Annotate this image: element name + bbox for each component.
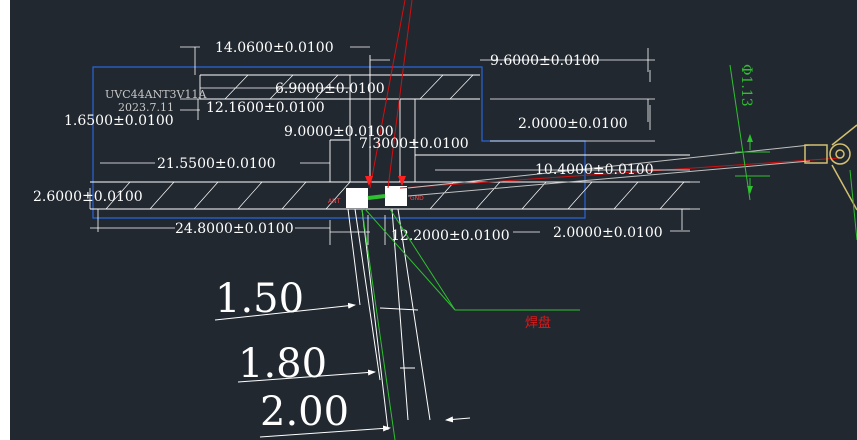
pad-label: 焊盘 bbox=[525, 315, 551, 331]
dim-10-40: 10.4000±0.0100 bbox=[535, 162, 654, 178]
dim-2-00-top: 2.0000±0.0100 bbox=[518, 116, 628, 132]
hatch-lines bbox=[105, 74, 685, 210]
dim-1-65: 1.6500±0.0100 bbox=[64, 113, 174, 129]
marker-red-2 bbox=[398, 176, 406, 186]
cad-drawing: ANT GND Φ1.13 UVC44ANT3V11A 2023.7.11 bbox=[33, 0, 857, 440]
label-ant: ANT bbox=[328, 198, 341, 205]
dim-14-06: 14.0600±0.0100 bbox=[215, 40, 334, 56]
cad-canvas[interactable]: ANT GND Φ1.13 UVC44ANT3V11A 2023.7.11 bbox=[10, 0, 857, 440]
connector-icon bbox=[804, 124, 857, 211]
label-gnd: GND bbox=[410, 195, 424, 202]
detail-1-50: 1.50 bbox=[215, 276, 304, 322]
part-number: UVC44ANT3V11A bbox=[105, 88, 207, 101]
dim-9-00: 9.0000±0.0100 bbox=[284, 124, 394, 140]
detail-green-leaders bbox=[361, 208, 580, 440]
dim-2-00-bot: 2.0000±0.0100 bbox=[553, 225, 663, 241]
connector-green-lines bbox=[729, 64, 857, 241]
dim-21-55: 21.5500±0.0100 bbox=[157, 156, 276, 172]
dim-2-60: 2.6000±0.0100 bbox=[33, 189, 143, 205]
dim-12-20: 12.2000±0.0100 bbox=[391, 228, 510, 244]
drawing-date: 2023.7.11 bbox=[118, 101, 174, 114]
dim-24-80: 24.8000±0.0100 bbox=[175, 221, 294, 237]
dimension-lines bbox=[89, 46, 700, 245]
marker-red-1 bbox=[365, 176, 373, 186]
dim-6-90: 6.9000±0.0100 bbox=[275, 81, 385, 97]
detail-2-00: 2.00 bbox=[260, 389, 349, 435]
detail-1-80: 1.80 bbox=[238, 341, 327, 387]
detail-leaders bbox=[214, 208, 471, 438]
pad-ground bbox=[385, 186, 407, 206]
dim-7-30: 7.3000±0.0100 bbox=[359, 136, 469, 152]
cable-red-lines bbox=[369, 0, 841, 189]
dim-9-60: 9.6000±0.0100 bbox=[490, 53, 600, 69]
diameter-label: Φ1.13 bbox=[738, 64, 754, 107]
pad-feed bbox=[346, 188, 368, 208]
dim-12-16: 12.1600±0.0100 bbox=[206, 100, 325, 116]
